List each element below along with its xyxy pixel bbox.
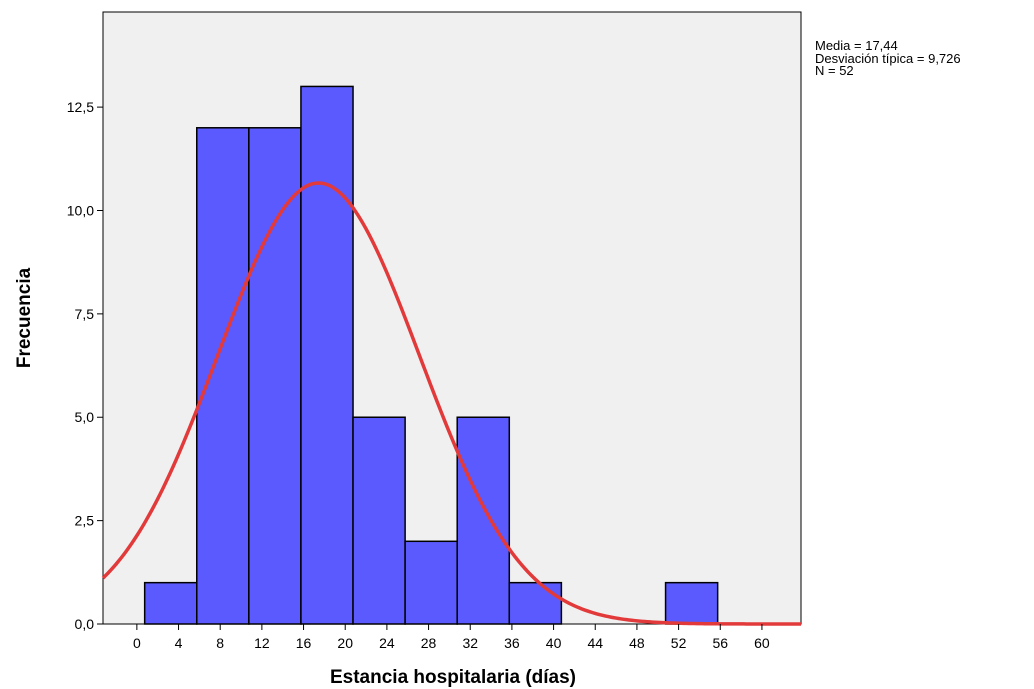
histogram-bar [196, 127, 250, 625]
x-tick-label: 24 [379, 635, 395, 651]
x-tick-label: 8 [216, 635, 224, 651]
y-tick-label: 12,5 [67, 99, 94, 115]
x-tick-label: 40 [546, 635, 562, 651]
x-axis-ticks: 0 4 8 12 16 20 24 28 32 36 40 44 48 52 56 60 [133, 624, 770, 651]
x-tick-label: 36 [504, 635, 520, 651]
x-tick-label: 48 [629, 635, 645, 651]
x-tick-label: 0 [133, 635, 141, 651]
histogram-bar [352, 416, 406, 625]
statistics-legend: Media = 17,44 Desviación típica = 9,726 … [815, 38, 961, 78]
histogram-bar [508, 581, 563, 625]
mean-text: Media = 17,44 [815, 38, 898, 53]
histogram-bar [404, 540, 458, 625]
y-axis-ticks: 0,0 2,5 5,0 7,5 10,0 12,5 [67, 99, 103, 632]
y-tick-label: 10,0 [67, 202, 94, 218]
n-text: N = 52 [815, 63, 854, 78]
histogram-bars [143, 85, 719, 625]
sd-text: Desviación típica = 9,726 [815, 50, 961, 66]
x-tick-label: 60 [754, 635, 770, 651]
x-tick-label: 56 [712, 635, 728, 651]
x-tick-label: 32 [462, 635, 478, 651]
histogram-bar [300, 85, 354, 625]
histogram-bar [664, 581, 719, 625]
y-tick-label: 2,5 [75, 513, 95, 529]
y-tick-label: 5,0 [75, 409, 95, 425]
x-tick-label: 16 [296, 635, 312, 651]
y-axis-label: Frecuencia [14, 267, 35, 368]
x-axis-label: Estancia hospitalaria (días) [330, 667, 576, 688]
histogram-bar [456, 416, 511, 625]
x-tick-label: 28 [421, 635, 437, 651]
histogram-bar [248, 127, 302, 625]
x-tick-label: 44 [587, 635, 603, 651]
x-tick-label: 12 [254, 635, 270, 651]
x-tick-label: 20 [337, 635, 353, 651]
normal-curve [101, 181, 801, 626]
histogram-bar [143, 581, 198, 625]
x-tick-label: 52 [671, 635, 687, 651]
y-tick-label: 0,0 [75, 616, 95, 632]
x-tick-label: 4 [175, 635, 183, 651]
y-tick-label: 7,5 [75, 306, 95, 322]
